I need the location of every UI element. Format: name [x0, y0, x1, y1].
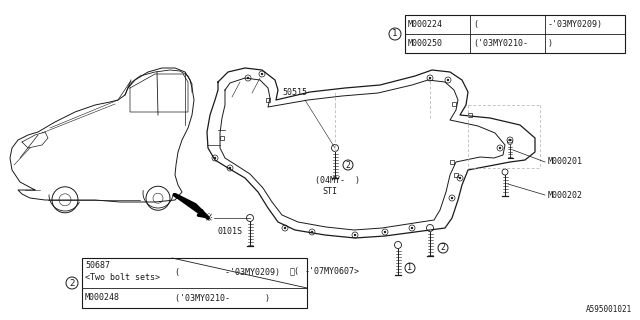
Circle shape	[384, 231, 386, 233]
Text: M000224: M000224	[408, 20, 443, 29]
Text: 1: 1	[408, 263, 413, 273]
Text: 1: 1	[392, 29, 397, 38]
Text: 50687: 50687	[85, 261, 110, 270]
Bar	[405, 15, 625, 53]
Text: A595001021: A595001021	[586, 305, 632, 314]
Circle shape	[261, 73, 263, 75]
Bar	[454, 173, 458, 177]
Bar	[452, 102, 456, 106]
Text: -'07MY0607>: -'07MY0607>	[305, 267, 360, 276]
Text: -'03MY0209): -'03MY0209)	[548, 20, 603, 29]
Text: ('03MY0210-       ): ('03MY0210- )	[175, 293, 270, 302]
Circle shape	[451, 197, 453, 199]
Text: (         -'03MY0209): ( -'03MY0209)	[175, 268, 280, 276]
Bar	[266, 98, 270, 102]
Bar	[220, 136, 224, 140]
Text: ※(: ※(	[290, 267, 300, 276]
Text: ※: ※	[204, 213, 212, 223]
Text: M000250: M000250	[408, 39, 443, 48]
Text: 2: 2	[346, 161, 351, 170]
Circle shape	[214, 157, 216, 159]
Circle shape	[247, 77, 249, 79]
Text: 2: 2	[69, 278, 75, 287]
Bar	[82, 258, 307, 308]
Text: <Two bolt sets>: <Two bolt sets>	[85, 273, 160, 282]
Text: 0101S: 0101S	[217, 228, 242, 236]
Text: ('03MY0210-: ('03MY0210-	[473, 39, 528, 48]
Circle shape	[229, 167, 231, 169]
Text: STI: STI	[322, 188, 337, 196]
Text: M000201: M000201	[548, 157, 583, 166]
Text: (: (	[473, 20, 478, 29]
Bar	[468, 113, 472, 117]
Circle shape	[459, 177, 461, 179]
Text: 50515: 50515	[282, 88, 307, 97]
Circle shape	[499, 147, 501, 149]
Circle shape	[411, 227, 413, 229]
Circle shape	[354, 234, 356, 236]
Bar	[450, 160, 454, 164]
Text: M000202: M000202	[548, 190, 583, 199]
Text: M000248: M000248	[85, 293, 120, 302]
Text: (04MY-  ): (04MY- )	[315, 175, 360, 185]
Circle shape	[284, 227, 286, 229]
Text: ): )	[548, 39, 553, 48]
Text: 2: 2	[440, 244, 445, 252]
Circle shape	[429, 77, 431, 79]
Circle shape	[509, 139, 511, 141]
Circle shape	[311, 231, 313, 233]
Circle shape	[447, 79, 449, 81]
